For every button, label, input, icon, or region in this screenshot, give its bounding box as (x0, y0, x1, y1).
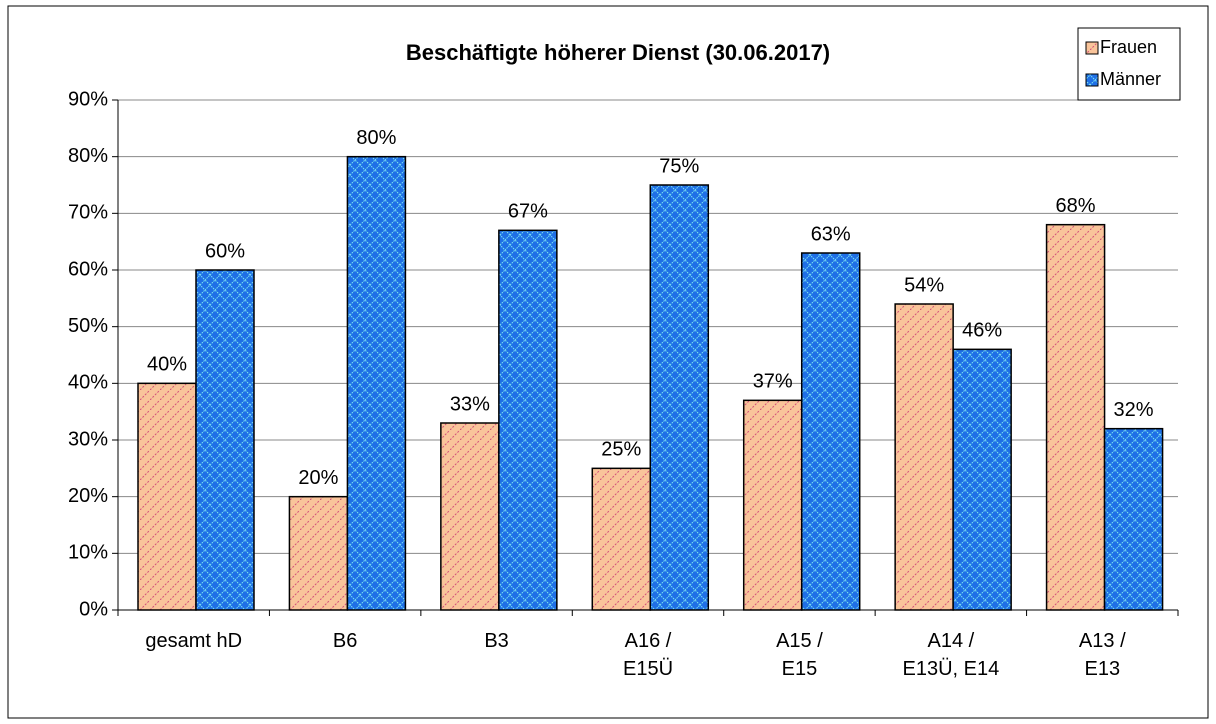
x-tick-label-line: A13 / (1079, 630, 1126, 652)
value-label: 68% (1056, 195, 1096, 217)
bar (288, 495, 349, 611)
x-tick-label: gesamt hD (145, 630, 242, 652)
value-label: 54% (904, 274, 944, 296)
y-tick-label: 30% (68, 428, 108, 450)
x-tick-label-line: E13 (1084, 658, 1120, 680)
value-label: 80% (356, 127, 396, 149)
bar (440, 422, 500, 611)
chart-title: Beschäftigte höherer Dienst (30.06.2017) (406, 40, 830, 65)
value-label: 40% (147, 354, 187, 376)
bar (498, 229, 558, 611)
legend-swatch (1085, 73, 1099, 87)
value-label: 37% (753, 371, 793, 393)
value-label: 67% (508, 201, 548, 223)
x-tick-label-line: A14 / (928, 630, 975, 652)
legend-box (1077, 27, 1181, 101)
x-tick-label: B6 (333, 630, 357, 652)
y-tick-label: 20% (68, 485, 108, 507)
bar (800, 252, 861, 611)
x-tick-label-line: E15 (782, 658, 818, 680)
bar (346, 155, 407, 611)
y-tick-label: 40% (68, 372, 108, 394)
chart-frame (7, 5, 1209, 719)
bar (894, 303, 954, 611)
bar (195, 269, 255, 611)
bar (952, 348, 1012, 611)
bar (1103, 427, 1164, 611)
value-label: 20% (298, 467, 338, 489)
x-tick-label: B3 (484, 630, 508, 652)
bar (591, 467, 652, 611)
x-tick-label-line: B3 (484, 630, 508, 652)
x-tick-label: A15 / E15 (776, 630, 823, 680)
value-label: 60% (205, 240, 245, 262)
x-tick-label: A13 / E13 (1079, 630, 1126, 680)
bar (649, 184, 710, 611)
value-label: 75% (659, 155, 699, 177)
y-tick-label: 10% (68, 542, 108, 564)
value-label: 33% (450, 393, 490, 415)
value-label: 46% (962, 320, 1002, 342)
legend-label: Männer (1100, 69, 1161, 89)
value-label: 32% (1114, 399, 1154, 421)
x-tick-label-line: B6 (333, 630, 357, 652)
y-tick-label: 70% (68, 202, 108, 224)
x-tick-label-line: E15Ü (623, 658, 673, 680)
x-tick-label-line: gesamt hD (145, 630, 242, 652)
legend-label: Frauen (1100, 37, 1157, 57)
x-tick-label-line: A16 / (625, 630, 672, 652)
y-tick-label: 90% (68, 88, 108, 110)
y-tick-label: 50% (68, 315, 108, 337)
y-tick-label: 60% (68, 258, 108, 280)
bar (1045, 223, 1106, 611)
x-tick-label: A16 / E15Ü (623, 630, 673, 680)
x-tick-label: A14 / E13Ü, E14 (902, 630, 999, 680)
value-label: 63% (811, 223, 851, 245)
bar (742, 399, 803, 611)
bar (137, 382, 197, 611)
value-label: 25% (601, 439, 641, 461)
legend-swatch (1085, 41, 1099, 55)
y-tick-label: 0% (79, 598, 108, 620)
y-tick-label: 80% (68, 145, 108, 167)
x-tick-label-line: A15 / (776, 630, 823, 652)
x-tick-label-line: E13Ü, E14 (902, 658, 999, 680)
